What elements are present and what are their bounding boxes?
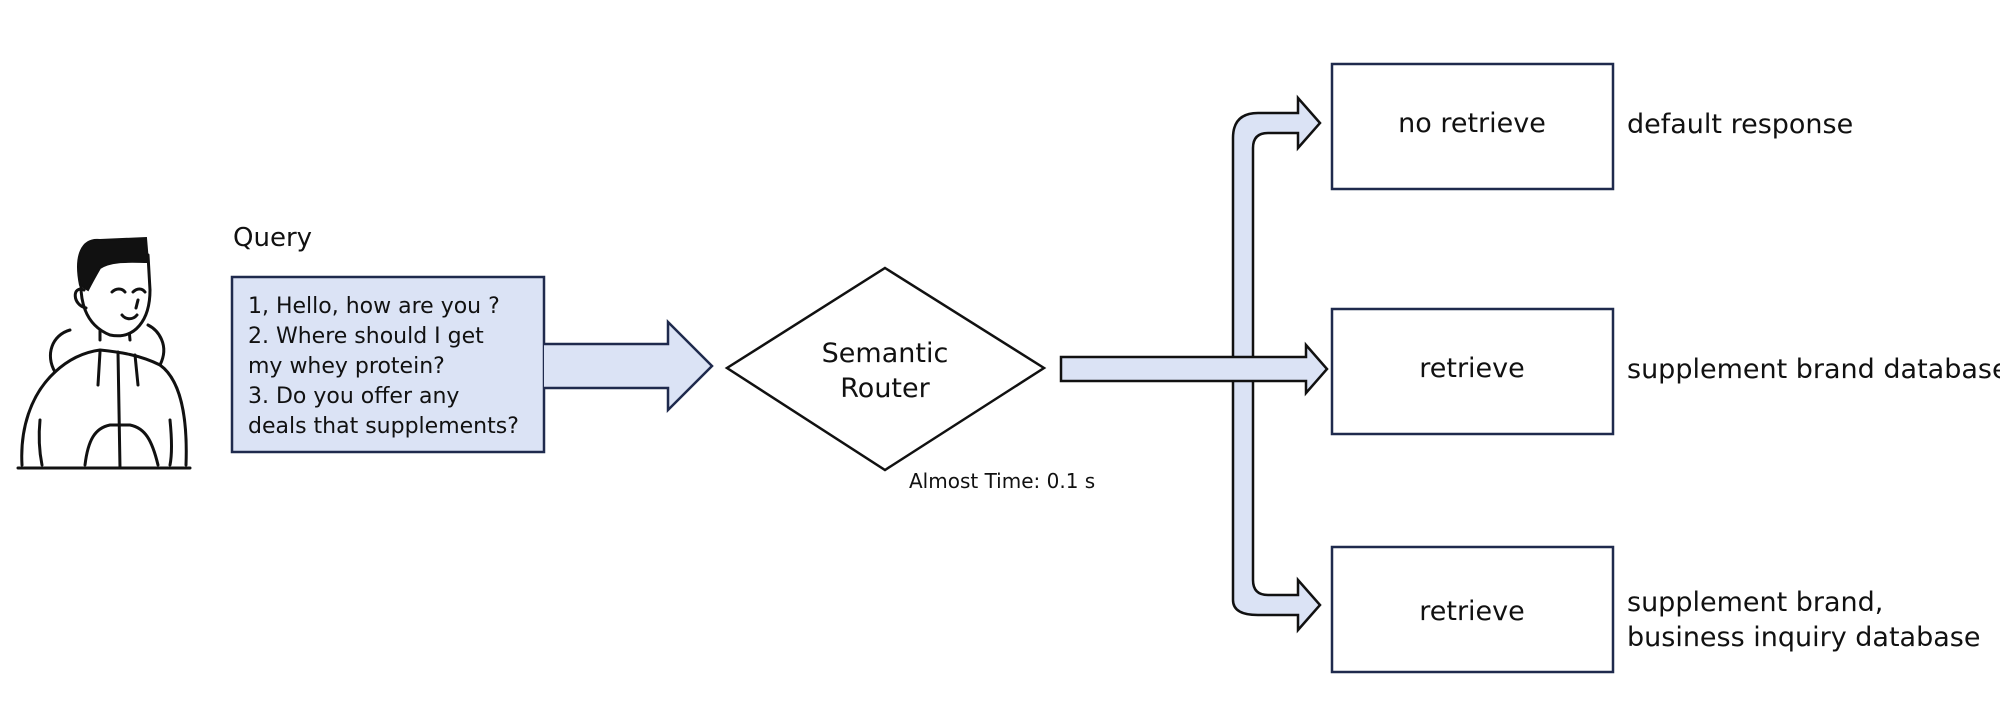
route-result-3-line2: business inquiry database (1627, 622, 1980, 653)
route-result-2: supplement brand database (1627, 354, 2000, 385)
route-result-3-line1: supplement brand, (1627, 587, 1883, 618)
semantic-router-diamond (724, 266, 1047, 472)
user-avatar-icon (16, 253, 192, 470)
route-box-2-label: retrieve (1419, 353, 1525, 384)
route-box-3 (1330, 545, 1615, 674)
query-line-1: 1, Hello, how are you ? (248, 294, 500, 319)
query-title: Query (233, 223, 312, 253)
route-result-1: default response (1627, 109, 1853, 140)
query-line-3: my whey protein? (248, 354, 445, 379)
router-label-line1: Semantic (822, 338, 949, 369)
router-time-label: Almost Time: 0.1 s (909, 469, 1095, 493)
route-box-2 (1330, 307, 1615, 436)
route-box-1 (1330, 62, 1615, 191)
query-line-2: 2. Where should I get (248, 324, 484, 349)
query-line-5: deals that supplements? (248, 414, 519, 439)
query-to-router-arrow (544, 318, 714, 414)
route-box-1-label: no retrieve (1398, 108, 1546, 139)
query-line-4: 3. Do you offer any (248, 384, 459, 409)
router-label-line2: Router (840, 373, 930, 404)
route-box-3-label: retrieve (1419, 596, 1525, 627)
user-hair-icon (77, 236, 150, 292)
router-to-middle-arrow (1059, 341, 1329, 397)
